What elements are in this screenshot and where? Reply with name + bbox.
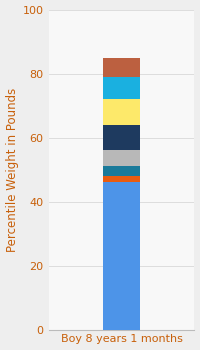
Bar	[103, 176, 140, 182]
Bar	[103, 125, 140, 150]
Bar	[103, 150, 140, 166]
Bar	[103, 99, 140, 125]
Bar	[103, 77, 140, 99]
Bar	[103, 166, 140, 176]
Bar	[103, 57, 140, 77]
Y-axis label: Percentile Weight in Pounds: Percentile Weight in Pounds	[6, 88, 19, 252]
Bar	[103, 182, 140, 330]
